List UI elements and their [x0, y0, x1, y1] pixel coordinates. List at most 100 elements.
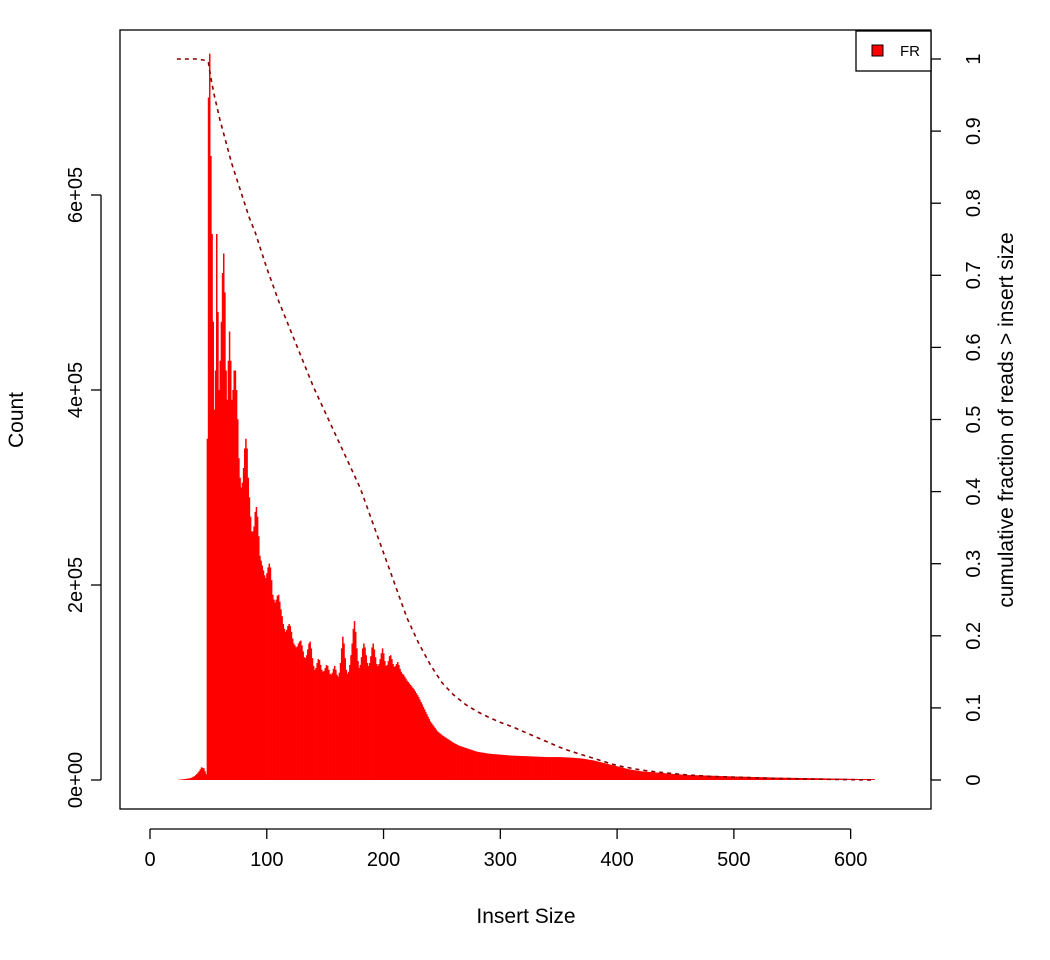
histogram-bar — [748, 776, 750, 780]
y2-tick-label: 1 — [963, 53, 985, 64]
histogram-bar — [725, 776, 727, 780]
histogram-bar — [492, 754, 495, 780]
histogram-bar — [500, 754, 503, 780]
y2-tick-label: 0 — [963, 774, 985, 785]
histogram-bar — [392, 663, 394, 780]
histogram-bar — [366, 663, 369, 780]
histogram-bar — [421, 704, 424, 780]
histogram-bar — [472, 750, 475, 780]
histogram-bar — [681, 774, 684, 780]
histogram-bar — [259, 555, 261, 780]
histogram-bar — [718, 775, 720, 780]
histogram-bar — [400, 671, 402, 780]
histogram-bar — [354, 631, 357, 780]
histogram-bar — [465, 748, 468, 780]
histogram-bar — [224, 292, 226, 780]
histogram-bar — [401, 673, 404, 780]
histogram-bar — [593, 760, 595, 780]
histogram-bar — [215, 234, 218, 780]
histogram-bar — [697, 775, 699, 780]
histogram-bar — [391, 659, 393, 780]
histogram-bar — [670, 773, 672, 780]
histogram-bar — [747, 776, 749, 780]
histogram-bar — [641, 771, 643, 780]
histogram-bar — [280, 609, 282, 781]
histogram-bar — [816, 778, 818, 780]
histogram-bar — [517, 755, 519, 780]
histogram-bar — [729, 776, 732, 780]
histogram-bar — [370, 656, 372, 780]
histogram-bar — [702, 775, 705, 780]
histogram-bar — [240, 487, 243, 780]
histogram-bar — [591, 760, 594, 780]
histogram-bar — [213, 409, 216, 780]
histogram-bar — [491, 753, 494, 780]
histogram-bar — [273, 599, 275, 781]
histogram-bar — [286, 629, 288, 780]
histogram-bar — [712, 775, 714, 780]
histogram-bar — [293, 643, 295, 780]
histogram-bar — [708, 775, 711, 780]
histogram-bar — [872, 779, 874, 780]
histogram-bar — [211, 234, 213, 780]
histogram-bar — [846, 778, 849, 780]
histogram-bar — [655, 772, 657, 780]
histogram-bar — [519, 755, 522, 780]
histogram-bar — [261, 565, 264, 780]
histogram-bar — [283, 628, 286, 781]
histogram-bar — [265, 578, 267, 780]
histogram-bar — [566, 757, 568, 780]
histogram-bar — [514, 755, 517, 780]
histogram-bar — [252, 531, 254, 781]
histogram-bar — [488, 753, 490, 780]
histogram-bar — [555, 757, 558, 780]
histogram-bar — [711, 775, 713, 780]
histogram-bar — [751, 776, 754, 780]
histogram-bar — [687, 774, 690, 780]
histogram-bar — [607, 764, 609, 780]
histogram-bar — [427, 716, 429, 781]
histogram-bar — [660, 772, 663, 780]
histogram-bar — [307, 649, 309, 780]
histogram-bar — [732, 776, 734, 780]
histogram-bar — [606, 763, 608, 780]
histogram-bar — [235, 390, 238, 780]
histogram-bar — [317, 659, 320, 780]
histogram-bar — [234, 370, 237, 780]
histogram-bar — [794, 777, 796, 780]
histogram-bar — [809, 778, 811, 780]
legend-label-fr: FR — [900, 43, 920, 60]
histogram-bar — [871, 779, 873, 780]
histogram-bar — [422, 706, 425, 781]
histogram-bar — [727, 776, 729, 780]
histogram-bar — [393, 666, 395, 780]
histogram-bar — [402, 674, 405, 780]
histogram-bar — [251, 531, 253, 781]
histogram-bar — [244, 448, 246, 780]
histogram-bar — [312, 665, 315, 780]
histogram-bar — [817, 778, 819, 780]
histogram-bar — [700, 775, 703, 780]
histogram-bar — [248, 497, 251, 780]
histogram-bar — [372, 643, 374, 780]
histogram-bar — [187, 778, 190, 780]
histogram-bar — [435, 729, 438, 781]
histogram-bar — [792, 777, 795, 780]
histogram-bar — [357, 661, 359, 780]
histogram-bar — [220, 321, 223, 780]
y-axis-left: 0e+00 2e+05 4e+05 6e+05 — [65, 167, 102, 808]
histogram-bar — [367, 665, 370, 780]
histogram-bar — [323, 670, 325, 780]
histogram-bar — [454, 743, 456, 780]
histogram-bar — [741, 776, 743, 780]
histogram-bar — [189, 778, 191, 780]
histogram-bar — [639, 771, 642, 780]
histogram-bar — [730, 776, 733, 780]
histogram-bar — [597, 761, 600, 780]
histogram-bar — [443, 736, 446, 780]
histogram-bar — [457, 745, 460, 780]
histogram-bar — [276, 595, 279, 780]
histogram-bar — [269, 567, 272, 780]
histogram-bar — [315, 667, 317, 781]
histogram-bar — [229, 360, 232, 780]
